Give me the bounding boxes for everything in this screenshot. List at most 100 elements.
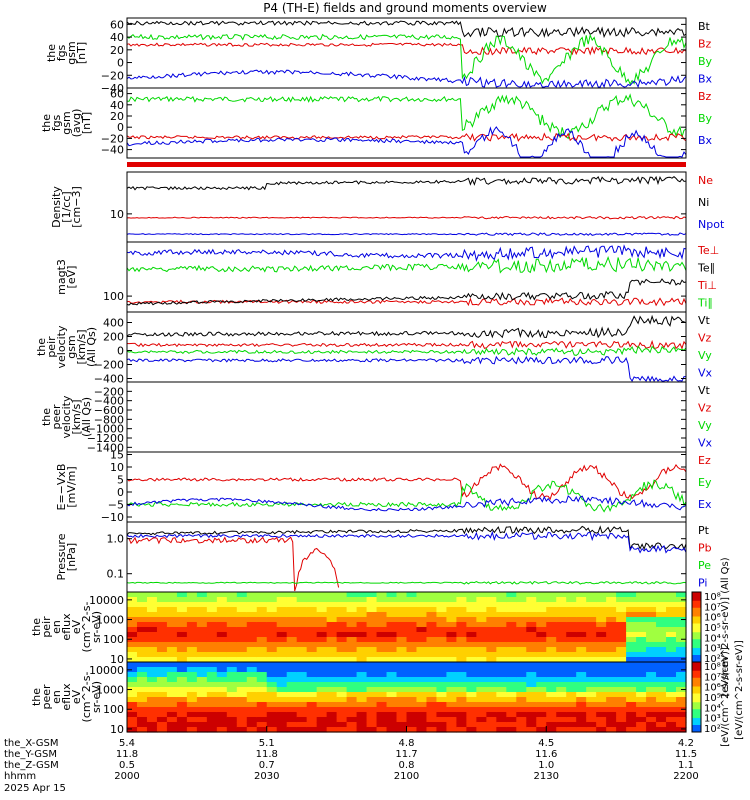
heatmap-cell	[296, 697, 308, 703]
heatmap-cell	[386, 592, 398, 598]
heatmap-cell	[386, 652, 398, 658]
x-row-value: 0.7	[259, 760, 275, 771]
heatmap-cell	[516, 692, 527, 698]
heatmap-cell	[127, 702, 138, 708]
heatmap-cell	[386, 602, 398, 608]
heatmap-cell	[566, 597, 577, 603]
colorbar-cell	[692, 728, 701, 731]
heatmap-cell	[426, 727, 438, 733]
heatmap-cell	[606, 682, 617, 688]
heatmap-cell	[676, 642, 687, 648]
heatmap-cell	[256, 722, 268, 728]
heatmap-cell	[676, 602, 687, 608]
heatmap-cell	[146, 662, 158, 668]
heatmap-cell	[456, 672, 467, 678]
heatmap-cell	[306, 702, 318, 708]
heatmap-cell	[636, 622, 647, 628]
heatmap-cell	[406, 657, 418, 663]
heatmap-cell	[416, 707, 428, 713]
heatmap-cell	[656, 692, 667, 698]
heatmap-cell	[216, 682, 228, 688]
heatmap-cell	[636, 722, 647, 728]
heatmap-cell	[486, 637, 497, 643]
colorbar-cell	[692, 635, 701, 638]
x-date-label: 2025 Apr 15	[4, 783, 66, 794]
heatmap-cell	[486, 632, 497, 638]
heatmap-cell	[666, 597, 677, 603]
heatmap-cell	[316, 687, 328, 693]
heatmap-cell	[326, 597, 338, 603]
heatmap-cell	[296, 727, 308, 733]
heatmap-cell	[456, 687, 467, 693]
heatmap-cell	[506, 697, 517, 703]
y-tick-label: −20	[101, 132, 124, 145]
heatmap-cell	[516, 677, 527, 683]
heatmap-cell	[216, 697, 228, 703]
heatmap-cell	[556, 592, 567, 598]
heatmap-cell	[406, 597, 418, 603]
heatmap-cell	[226, 607, 238, 613]
heatmap-cell	[476, 692, 487, 698]
heatmap-cell	[306, 627, 318, 633]
colorbar-cell	[692, 721, 701, 724]
heatmap-cell	[326, 672, 338, 678]
x-row-value: 5.1	[259, 738, 275, 749]
heatmap-cell	[476, 727, 487, 733]
heatmap-cell	[336, 662, 348, 668]
heatmap-cell	[146, 632, 158, 638]
heatmap-cell	[636, 652, 647, 658]
heatmap-cell	[166, 702, 178, 708]
heatmap-cell	[486, 662, 497, 668]
heatmap-cell	[476, 672, 487, 678]
heatmap-cell	[506, 632, 517, 638]
y-tick-label: 10000	[89, 664, 124, 677]
heatmap-cell	[646, 677, 657, 683]
legend-entry: Vt	[698, 384, 711, 397]
heatmap-cell	[566, 637, 577, 643]
heatmap-cell	[646, 597, 657, 603]
legend-entry: Vx	[698, 437, 713, 450]
colorbar-cell	[692, 628, 701, 631]
heatmap-cell	[376, 677, 388, 683]
heatmap-cell	[276, 622, 288, 628]
heatmap-cell	[166, 667, 178, 673]
heatmap-cell	[446, 637, 458, 643]
heatmap-cell	[256, 692, 268, 698]
heatmap-cell	[466, 652, 477, 658]
heatmap-cell	[326, 637, 338, 643]
heatmap-cell	[676, 692, 687, 698]
heatmap-cell	[166, 617, 178, 623]
heatmap-cell	[486, 612, 497, 618]
heatmap-cell	[336, 632, 348, 638]
heatmap-cell	[396, 627, 408, 633]
heatmap-cell	[286, 702, 298, 708]
heatmap-cell	[666, 657, 677, 663]
heatmap-cell	[146, 712, 158, 718]
heatmap-cell	[566, 702, 577, 708]
heatmap-cell	[546, 632, 557, 638]
heatmap-cell	[196, 707, 208, 713]
heatmap-cell	[626, 682, 637, 688]
heatmap-cell	[636, 712, 647, 718]
heatmap-cell	[616, 637, 627, 643]
heatmap-cell	[326, 687, 338, 693]
heatmap-cell	[236, 672, 248, 678]
y-tick-label: −1200	[87, 432, 124, 445]
heatmap-cell	[636, 672, 647, 678]
heatmap-cell	[336, 617, 348, 623]
heatmap-cell	[286, 642, 298, 648]
heatmap-cell	[486, 682, 497, 688]
colorbar-unit-label: [eV/(cm^2-s-sr-eV)]	[720, 647, 731, 747]
heatmap-cell	[636, 702, 647, 708]
heatmap-cell	[516, 682, 527, 688]
heatmap-cell	[626, 712, 637, 718]
heatmap-cell	[366, 702, 378, 708]
heatmap-cell	[246, 642, 258, 648]
heatmap-cell	[136, 667, 148, 673]
heatmap-cell	[576, 602, 587, 608]
heatmap-cell	[276, 722, 288, 728]
heatmap-cell	[406, 652, 418, 658]
heatmap-cell	[316, 612, 328, 618]
heatmap-cell	[636, 592, 647, 598]
